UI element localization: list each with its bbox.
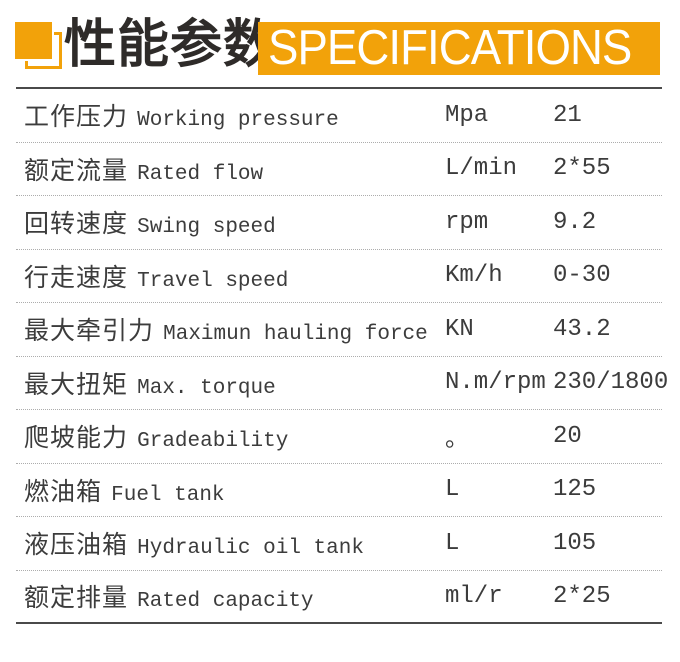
spec-row-gradeability: 爬坡能力 Gradeability 。 20	[16, 410, 662, 464]
spec-row-hauling-force: 最大牵引力 Maximun hauling force KN 43.2	[16, 303, 662, 357]
spec-label-en: Travel speed	[137, 269, 289, 293]
spec-value: 9.2	[553, 208, 597, 236]
spec-label-cn: 液压油箱	[24, 530, 129, 560]
spec-value: 105	[553, 529, 597, 557]
spec-value: 21	[553, 101, 582, 129]
spec-label-cn: 最大扭矩	[24, 369, 129, 399]
spec-unit: Km/h	[445, 262, 503, 290]
spec-unit: rpm	[445, 208, 489, 236]
spec-row-fuel-tank: 燃油箱 Fuel tank L 125	[16, 464, 662, 517]
spec-unit: KN	[445, 315, 474, 343]
spec-label-en: Gradeability	[137, 430, 289, 454]
spec-label: 爬坡能力 Gradeability	[16, 418, 445, 454]
section-title-banner: SPECIFICATIONS	[258, 22, 660, 75]
spec-label-en: Rated capacity	[137, 590, 314, 614]
spec-label-cn: 工作压力	[24, 102, 129, 132]
spec-row-working-pressure: 工作压力 Working pressure Mpa 21	[16, 89, 662, 143]
spec-label: 液压油箱 Hydraulic oil tank	[16, 525, 445, 561]
spec-value: 125	[553, 476, 597, 504]
layered-squares-icon	[15, 22, 65, 72]
spec-label-cn: 回转速度	[24, 209, 129, 239]
spec-value: 0-30	[553, 262, 611, 290]
spec-label: 燃油箱 Fuel tank	[16, 472, 445, 508]
spec-unit: L/min	[445, 155, 518, 183]
spec-label-cn: 行走速度	[24, 262, 129, 292]
spec-row-travel-speed: 行走速度 Travel speed Km/h 0-30	[16, 250, 662, 303]
spec-label-en: Swing speed	[137, 216, 276, 240]
spec-label-cn: 爬坡能力	[24, 423, 129, 453]
spec-row-max-torque: 最大扭矩 Max. torque N.m/rpm 230/1800	[16, 357, 668, 410]
spec-label-en: Hydraulic oil tank	[137, 537, 364, 561]
spec-unit: L	[445, 529, 460, 557]
spec-unit: 。	[445, 427, 469, 455]
spec-row-hydraulic-oil-tank: 液压油箱 Hydraulic oil tank L 105	[16, 517, 662, 571]
spec-label: 额定排量 Rated capacity	[16, 578, 445, 614]
spec-label-en: Max. torque	[137, 376, 276, 400]
spec-unit: L	[445, 476, 460, 504]
spec-label-en: Fuel tank	[111, 483, 225, 507]
spec-label-cn: 额定流量	[24, 155, 129, 185]
spec-row-swing-speed: 回转速度 Swing speed rpm 9.2	[16, 196, 662, 250]
spec-unit: N.m/rpm	[445, 369, 546, 397]
spec-value: 2*25	[553, 582, 611, 610]
spec-row-rated-flow: 额定流量 Rated flow L/min 2*55	[16, 143, 662, 196]
icon-front-square	[15, 22, 52, 59]
spec-value: 20	[553, 422, 582, 450]
spec-label-en: Working pressure	[137, 109, 339, 133]
spec-label-cn: 燃油箱	[24, 476, 103, 506]
spec-unit: Mpa	[445, 101, 489, 129]
spec-label-cn: 最大牵引力	[24, 316, 155, 346]
spec-table: 工作压力 Working pressure Mpa 21 额定流量 Rated …	[16, 89, 668, 624]
spec-value: 230/1800	[553, 369, 669, 397]
spec-value: 2*55	[553, 155, 611, 183]
header-divider	[16, 87, 662, 89]
spec-label: 回转速度 Swing speed	[16, 204, 445, 240]
spec-unit: ml/r	[445, 582, 503, 610]
section-title-english: SPECIFICATIONS	[268, 22, 632, 75]
spec-label: 行走速度 Travel speed	[16, 258, 445, 294]
spec-value: 43.2	[553, 315, 611, 343]
spec-label-cn: 额定排量	[24, 583, 129, 613]
spec-label: 最大扭矩 Max. torque	[16, 365, 445, 401]
spec-row-rated-capacity: 额定排量 Rated capacity ml/r 2*25	[16, 571, 662, 624]
spec-label: 工作压力 Working pressure	[16, 97, 445, 133]
spec-label: 最大牵引力 Maximun hauling force	[16, 311, 445, 347]
spec-label-en: Rated flow	[137, 162, 264, 186]
section-title-chinese: 性能参数	[64, 15, 277, 75]
spec-label: 额定流量 Rated flow	[16, 151, 445, 187]
spec-label-en: Maximun hauling force	[163, 323, 428, 347]
